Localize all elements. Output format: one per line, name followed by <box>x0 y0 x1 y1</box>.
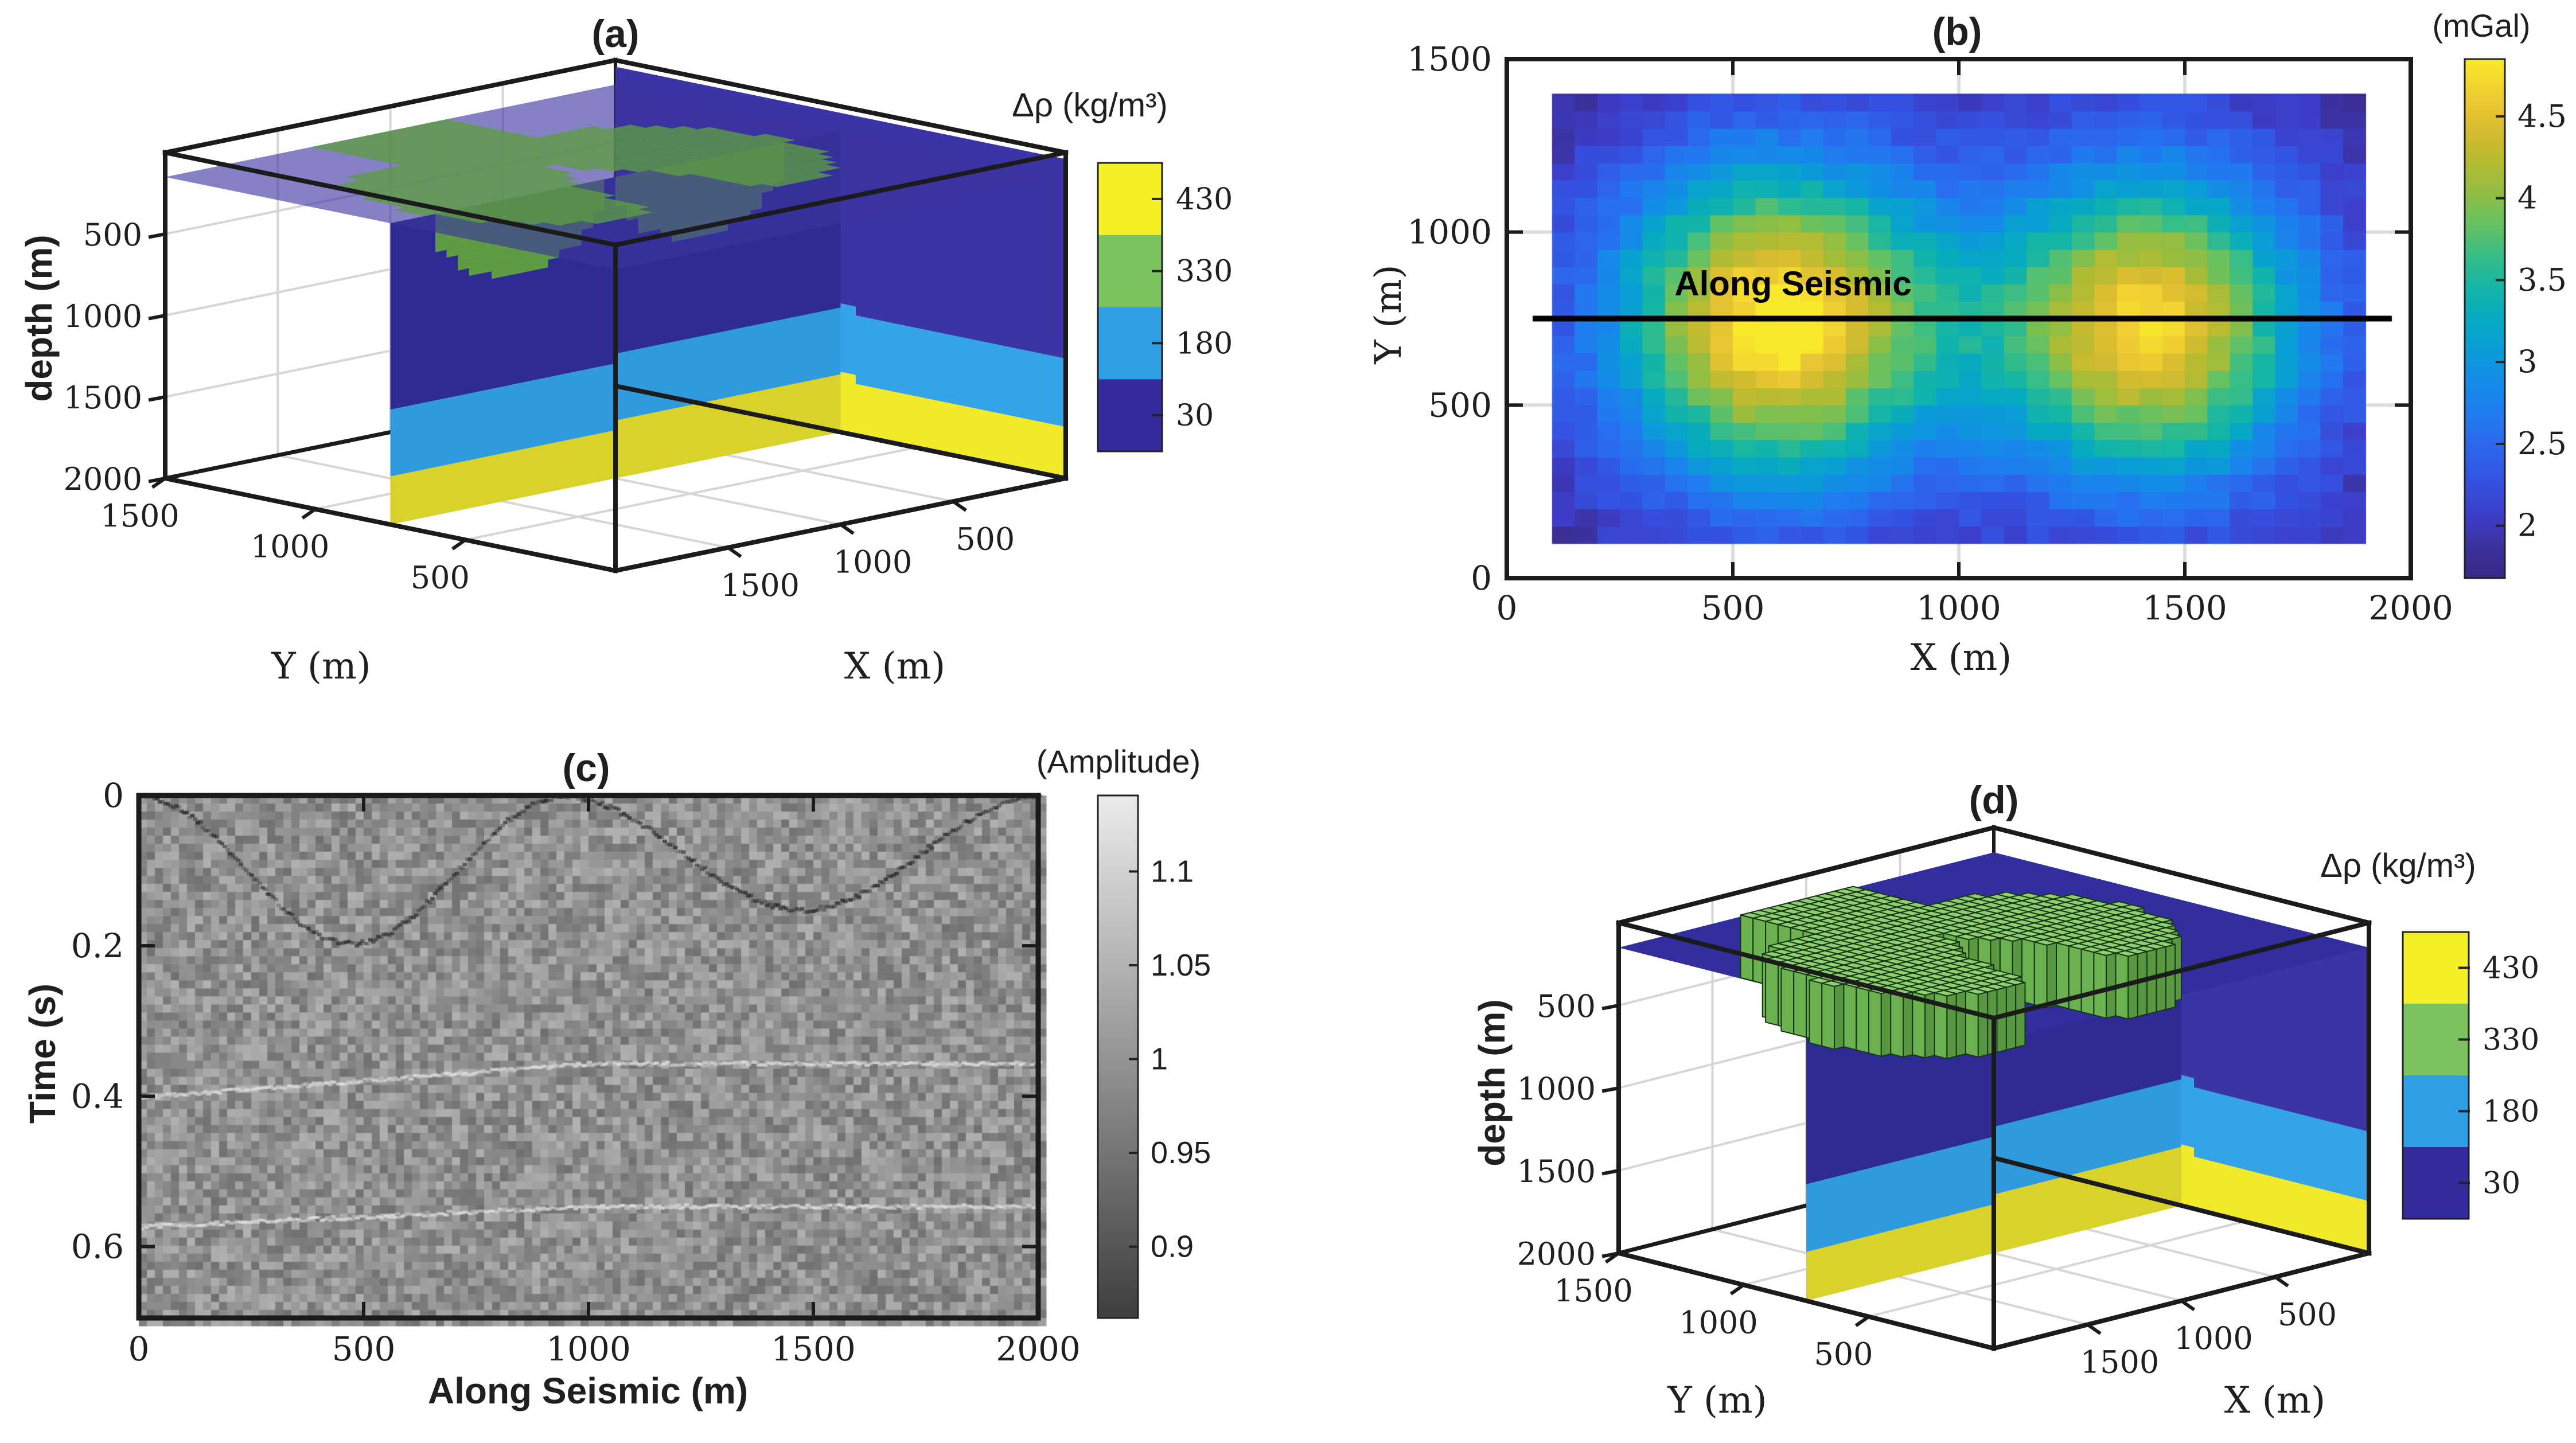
svg-text:0.2: 0.2 <box>71 926 124 965</box>
panel-a-x-axis-label: X (m) <box>844 645 946 688</box>
svg-text:1000: 1000 <box>1679 1304 1757 1340</box>
svg-text:180: 180 <box>2483 1095 2539 1129</box>
svg-text:330: 330 <box>2483 1023 2539 1058</box>
svg-text:430: 430 <box>1176 182 1233 217</box>
svg-text:1000: 1000 <box>833 544 912 580</box>
svg-text:1000: 1000 <box>251 529 329 565</box>
svg-text:500: 500 <box>1428 385 1492 424</box>
panel-b-title: (b) <box>1932 10 1982 53</box>
svg-text:1500: 1500 <box>1554 1273 1632 1309</box>
panel-b-axes: 0 500 1000 1500 2000 0 500 1000 1500 4.5 4 3.5 3 2.5 2 <box>1407 40 2567 627</box>
svg-text:3: 3 <box>2517 344 2537 380</box>
svg-text:4.5: 4.5 <box>2517 98 2567 134</box>
svg-text:330: 330 <box>1176 255 1233 289</box>
svg-text:0: 0 <box>103 776 124 815</box>
svg-text:2: 2 <box>2517 508 2537 544</box>
svg-text:1500: 1500 <box>1517 1153 1596 1190</box>
panel-b-x-axis-label: X (m) <box>1910 637 2012 679</box>
panel-c-axes: 0 500 1000 1500 2000 0 0.2 0.4 0.6 1.1 1.05 1 0.95 0.… <box>71 776 1211 1368</box>
svg-text:0.6: 0.6 <box>71 1227 124 1266</box>
panel-a-depth-axis-label: depth (m) <box>18 235 60 402</box>
panel-a-title: (a) <box>591 12 640 56</box>
svg-text:2000: 2000 <box>1517 1236 1596 1272</box>
svg-text:0.4: 0.4 <box>71 1077 124 1116</box>
svg-text:1.05: 1.05 <box>1151 948 1211 982</box>
svg-text:30: 30 <box>2483 1167 2520 1201</box>
svg-text:1000: 1000 <box>2174 1320 2252 1356</box>
panel-d-title: (d) <box>1969 778 2019 822</box>
panel-c-seismic-image <box>0 722 1288 1443</box>
panel-d-colorbar-title: Δρ (kg/m³) <box>2320 847 2476 884</box>
panel-d-y-axis-label: Y (m) <box>1667 1379 1767 1422</box>
svg-text:0: 0 <box>1497 588 1518 627</box>
svg-text:1000: 1000 <box>1916 588 2001 627</box>
svg-text:1000: 1000 <box>546 1329 631 1368</box>
svg-text:500: 500 <box>1701 588 1765 627</box>
svg-text:2.5: 2.5 <box>2517 426 2567 462</box>
svg-text:500: 500 <box>83 217 142 253</box>
svg-text:30: 30 <box>1176 399 1214 433</box>
panel-b-y-axis-label: Y (m) <box>1367 264 1410 364</box>
panel-a-colorbar-title: Δρ (kg/m³) <box>1012 87 1168 124</box>
svg-text:1000: 1000 <box>1407 213 1492 252</box>
along-seismic-line-label: Along Seismic <box>1674 264 1912 303</box>
panel-c-time-axis-label: Time (s) <box>22 983 63 1124</box>
svg-text:1000: 1000 <box>1517 1071 1596 1107</box>
svg-text:3.5: 3.5 <box>2517 262 2567 298</box>
panel-c-title: (c) <box>562 746 610 790</box>
svg-text:1: 1 <box>1151 1042 1168 1077</box>
svg-text:500: 500 <box>332 1329 396 1368</box>
svg-text:0.95: 0.95 <box>1151 1136 1211 1170</box>
svg-text:4: 4 <box>2517 180 2537 216</box>
svg-text:1500: 1500 <box>771 1329 856 1368</box>
svg-text:1.1: 1.1 <box>1151 854 1194 888</box>
svg-text:500: 500 <box>956 521 1015 557</box>
svg-text:430: 430 <box>2483 951 2539 986</box>
svg-text:1000: 1000 <box>64 298 142 334</box>
panel-c-x-axis-label: Along Seismic (m) <box>427 1370 749 1411</box>
svg-text:0: 0 <box>1471 559 1492 598</box>
svg-text:1500: 1500 <box>2080 1344 2159 1380</box>
panel-d-depth-axis-label: depth (m) <box>1471 999 1513 1167</box>
panel-d-x-axis-label: X (m) <box>2224 1379 2326 1422</box>
svg-text:500: 500 <box>2278 1297 2337 1333</box>
svg-text:2000: 2000 <box>64 461 142 497</box>
svg-text:1500: 1500 <box>100 498 179 534</box>
svg-text:0.9: 0.9 <box>1151 1230 1194 1264</box>
panel-b-heatmap <box>1288 0 2576 722</box>
panel-a-y-axis-label: Y (m) <box>271 645 371 688</box>
svg-text:500: 500 <box>1814 1336 1873 1372</box>
svg-text:0: 0 <box>128 1329 150 1368</box>
svg-text:500: 500 <box>1537 988 1596 1024</box>
svg-text:2000: 2000 <box>2368 588 2453 627</box>
svg-text:500: 500 <box>411 559 470 595</box>
panel-c-colorbar-title: (Amplitude) <box>1036 743 1201 779</box>
svg-text:2000: 2000 <box>996 1329 1081 1368</box>
svg-text:1500: 1500 <box>721 567 800 603</box>
panel-b-colorbar-title: (mGal) <box>2432 7 2531 44</box>
svg-text:1500: 1500 <box>2142 588 2227 627</box>
svg-text:1500: 1500 <box>64 380 142 416</box>
svg-text:180: 180 <box>1176 326 1233 361</box>
svg-text:1500: 1500 <box>1407 40 1492 79</box>
